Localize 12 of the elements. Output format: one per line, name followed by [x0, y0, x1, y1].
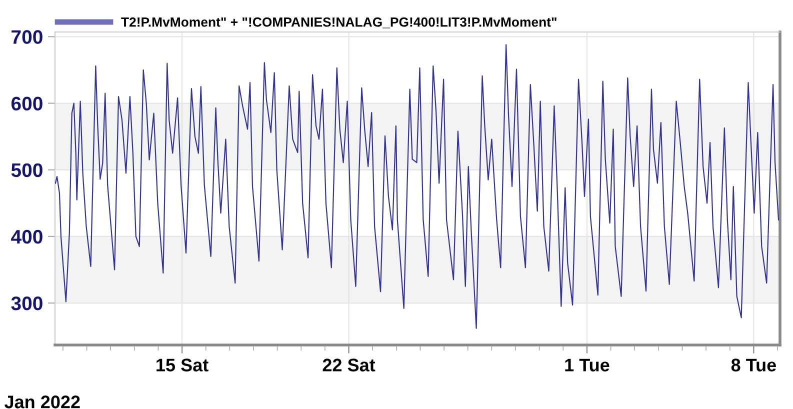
line-series — [55, 44, 780, 329]
y-tick-label: 400 — [11, 230, 42, 244]
y-tick-label: 700 — [12, 30, 42, 44]
x-tick-label: 22 Sat — [322, 358, 376, 372]
y-tick-label: 300 — [11, 296, 42, 310]
y-tick-label: 600 — [11, 96, 42, 110]
x-tick-label: 1 Tue — [565, 358, 610, 372]
x-axis-title: Jan 2022 — [4, 396, 80, 408]
legend-label: T2!P.MvMoment" + "!COMPANIES!NALAG_PG!400!LIT3!P.MvMoment" — [121, 17, 556, 28]
x-tick-label: 15 Sat — [156, 358, 208, 372]
y-tick-label: 500 — [11, 163, 42, 178]
x-tick-label: 8 Tue — [731, 358, 776, 372]
